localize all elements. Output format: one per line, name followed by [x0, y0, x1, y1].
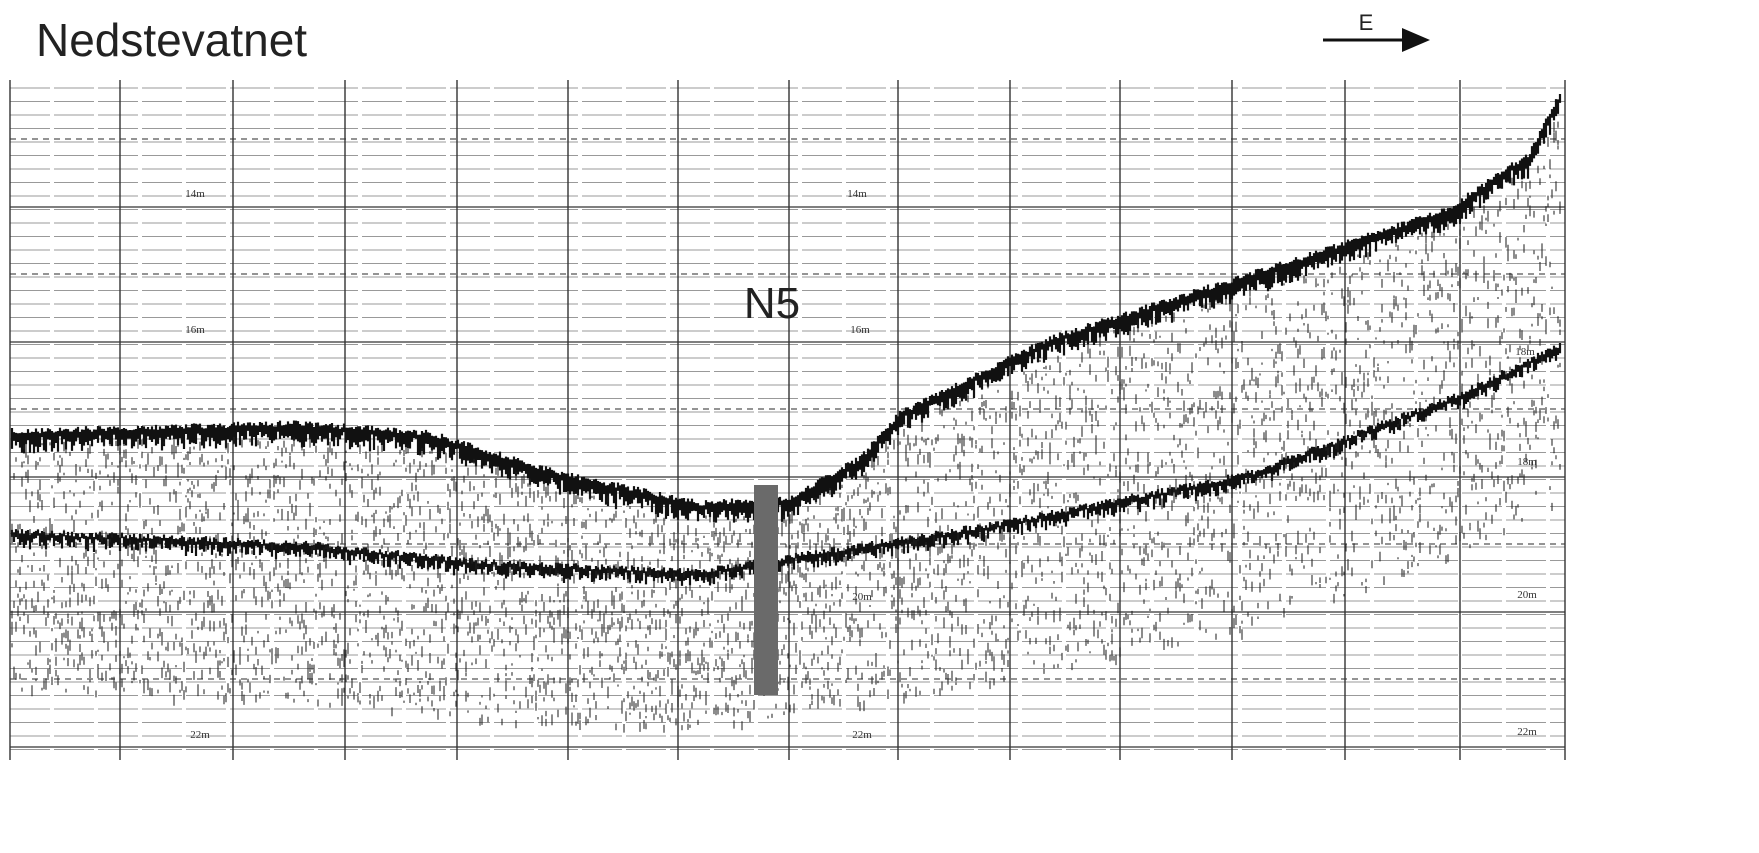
depth-label: 16m: [850, 324, 870, 336]
arrow-head: [1402, 28, 1430, 52]
echo-returns: [12, 94, 1560, 733]
depth-label: 14m: [185, 188, 205, 200]
depth-label: 18m: [1515, 346, 1535, 358]
depth-label: 20m: [1517, 589, 1537, 601]
reflector-bands: [12, 94, 1560, 586]
depth-label: 18m: [1517, 456, 1537, 468]
depth-label: 22m: [852, 729, 872, 741]
depth-label: 22m: [1517, 726, 1537, 738]
depth-label: 14m: [847, 188, 867, 200]
depth-label: 20m: [852, 591, 872, 603]
echogram-figure: Nedstevatnet E 14m 16m 22m 14m 16m 20m 22m 18m 1…: [0, 0, 1759, 853]
core-label: N5: [744, 279, 800, 328]
core-position: [754, 485, 778, 695]
figure-title: Nedstevatnet: [36, 14, 307, 66]
depth-label: 16m: [185, 324, 205, 336]
depth-label: 22m: [190, 729, 210, 741]
direction-label: E: [1359, 10, 1374, 35]
dashed-lines: [10, 139, 1565, 679]
minor-lines: [10, 88, 1565, 750]
